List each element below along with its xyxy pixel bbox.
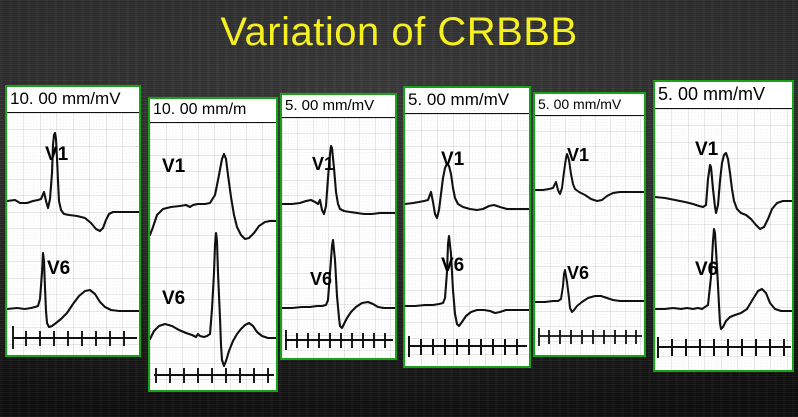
- scale-label-panel-1: 10. 00 mm/mV: [7, 87, 139, 113]
- scale-label-panel-6: 5. 00 mm/mV: [655, 82, 792, 109]
- ecg-trace-canvas-panel-2: [150, 123, 276, 390]
- lead-label-v6-panel-6: V6: [695, 259, 719, 280]
- ecg-panel-4[interactable]: 5. 00 mm/mV V1 V6: [403, 86, 531, 368]
- lead-label-v1-panel-6: V1: [695, 139, 719, 160]
- ecg-panel-3[interactable]: 5. 00 mm/mV V1 V6: [280, 93, 397, 360]
- ecg-trace-canvas-panel-3: [282, 118, 395, 358]
- scale-label-panel-4: 5. 00 mm/mV: [405, 88, 529, 114]
- page-title: Variation of CRBBB: [220, 10, 578, 54]
- ecg-panel-2[interactable]: 10. 00 mm/m V1 V6: [148, 97, 278, 392]
- ecg-trace-canvas-panel-4: [405, 114, 529, 366]
- lead-label-v6-panel-5: V6: [567, 263, 590, 283]
- lead-label-v1-panel-2: V1: [162, 156, 186, 177]
- ecg-trace-canvas-panel-5: [535, 116, 644, 355]
- lead-label-v1-panel-4: V1: [441, 149, 465, 170]
- ecg-panel-6[interactable]: 5. 00 mm/mV V1 V6: [653, 80, 794, 372]
- ecg-trace-canvas-panel-6: [655, 109, 792, 370]
- scale-label-panel-5: 5. 00 mm/mV: [535, 94, 644, 116]
- lead-label-v6-panel-3: V6: [310, 269, 333, 289]
- lead-label-v6-panel-2: V6: [162, 288, 186, 309]
- lead-label-v1-panel-1: V1: [45, 144, 69, 165]
- ecg-panel-5[interactable]: 5. 00 mm/mV V1 V6: [533, 92, 646, 357]
- lead-label-v1-panel-3: V1: [312, 154, 335, 174]
- ecg-panel-1[interactable]: 10. 00 mm/mV V1 V6: [5, 85, 141, 357]
- lead-label-v6-panel-4: V6: [441, 255, 465, 276]
- lead-label-v6-panel-1: V6: [47, 258, 71, 279]
- ecg-trace-canvas-panel-1: [7, 113, 139, 355]
- scale-label-panel-3: 5. 00 mm/mV: [282, 95, 395, 118]
- lead-label-v1-panel-5: V1: [567, 145, 590, 165]
- scale-label-panel-2: 10. 00 mm/m: [150, 99, 276, 123]
